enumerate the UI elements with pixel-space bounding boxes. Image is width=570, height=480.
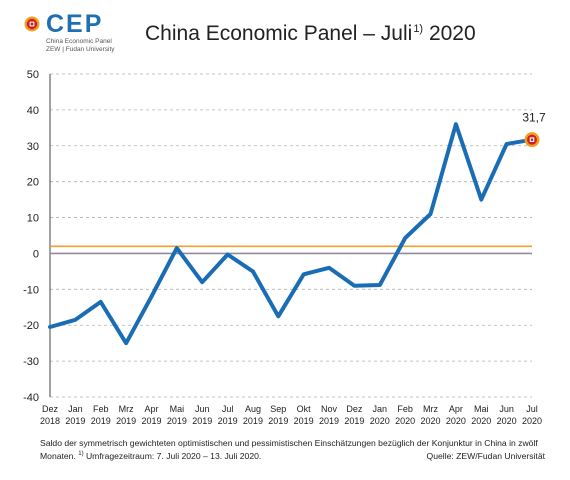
x-tick-label-month: Jul <box>222 404 234 414</box>
chart-title-footnote-mark: 1) <box>413 23 424 35</box>
x-tick-label-year: 2019 <box>268 416 288 426</box>
chart-title-main: China Economic Panel – Juli <box>145 22 413 45</box>
x-tick-label-month: Jun <box>499 404 514 414</box>
y-tick-label: -40 <box>23 392 39 404</box>
x-tick-label-month: Mai <box>170 404 185 414</box>
x-tick-label-month: Mai <box>474 404 489 414</box>
cep-logo: CEP China Economic Panel ZEW | Fudan Uni… <box>24 10 134 53</box>
x-tick-label-year: 2020 <box>421 416 441 426</box>
x-tick-label-year: 2019 <box>243 416 263 426</box>
y-tick-label: -20 <box>23 320 39 332</box>
x-tick-label-month: Nov <box>321 404 338 414</box>
x-tick-label-year: 2020 <box>522 416 542 426</box>
x-tick-label-year: 2019 <box>167 416 187 426</box>
y-tick-label: 0 <box>33 248 39 260</box>
x-tick-label-year: 2019 <box>116 416 136 426</box>
logo-subtitle-2: ZEW | Fudan University <box>46 46 115 53</box>
x-tick-label-year: 2019 <box>319 416 339 426</box>
x-tick-label-year: 2018 <box>40 416 60 426</box>
chart-title: China Economic Panel – Juli1) 2020 <box>145 22 476 46</box>
footnote-line-1: Saldo der symmetrisch gewichteten optimi… <box>40 438 538 448</box>
x-tick-label-year: 2019 <box>294 416 314 426</box>
x-tick-label-year: 2020 <box>370 416 390 426</box>
last-value-label: 31,7 <box>522 111 546 125</box>
x-tick-label-month: Mrz <box>423 404 438 414</box>
line-chart: -40 -30 -20 -10 0 10 20 30 40 50 Dez 2018 Jan 2019 Feb… <box>23 69 546 426</box>
x-tick-label-year: 2019 <box>141 416 161 426</box>
x-tick-label-month: Dez <box>346 404 363 414</box>
x-tick-label-month: Okt <box>297 404 312 414</box>
x-tick-label-year: 2019 <box>218 416 238 426</box>
x-tick-label-year: 2019 <box>344 416 364 426</box>
series-line <box>48 122 534 346</box>
x-tick-label-month: Apr <box>144 404 158 414</box>
x-tick-label-month: Jan <box>373 404 388 414</box>
x-tick-label-month: Jun <box>195 404 210 414</box>
x-tick-label-year: 2020 <box>471 416 491 426</box>
x-tick-label-month: Feb <box>93 404 109 414</box>
x-tick-label-month: Jan <box>68 404 83 414</box>
x-tick-label-year: 2020 <box>446 416 466 426</box>
chart-title-year: 2020 <box>428 22 476 45</box>
x-tick-label-year: 2019 <box>91 416 111 426</box>
x-tick-label-year: 2019 <box>65 416 85 426</box>
footnote-line-2-start: Monaten. <box>40 450 76 461</box>
y-tick-label: 10 <box>27 213 39 225</box>
footnote-mark: 1) <box>78 451 84 457</box>
x-tick-label-month: Feb <box>397 404 413 414</box>
y-tick-label: -10 <box>23 284 39 296</box>
logo-subtitle-1: China Economic Panel <box>46 38 112 45</box>
x-tick-label-year: 2019 <box>192 416 212 426</box>
x-tick-label-month: Jul <box>526 404 538 414</box>
footnote-line-2: Monaten. 1) Umfragezeitraum: 7. Juli 202… <box>40 449 545 462</box>
x-tick-label-month: Dez <box>42 404 59 414</box>
last-value-marker-core <box>530 138 534 141</box>
cep-logo-icon <box>24 16 40 32</box>
logo-wordmark: CEP <box>46 10 104 38</box>
x-tick-label-month: Sep <box>270 404 286 414</box>
x-tick-label-year: 2020 <box>497 416 517 426</box>
y-tick-label: -30 <box>23 356 39 368</box>
y-tick-label: 30 <box>27 141 39 153</box>
source-label: Quelle: ZEW/Fudan Universität <box>426 450 545 461</box>
x-tick-label-month: Mrz <box>119 404 134 414</box>
chart-footnote: Saldo der symmetrisch gewichteten optimi… <box>40 438 545 462</box>
x-tick-label-month: Apr <box>449 404 463 414</box>
x-tick-label-month: Aug <box>245 404 261 414</box>
y-tick-label: 50 <box>27 69 39 81</box>
footnote-line-2-end: Umfragezeitraum: 7. Juli 2020 – 13. Juli… <box>85 450 262 461</box>
y-tick-label: 20 <box>27 177 39 189</box>
x-tick-label-year: 2020 <box>395 416 415 426</box>
y-tick-label: 40 <box>27 105 39 117</box>
